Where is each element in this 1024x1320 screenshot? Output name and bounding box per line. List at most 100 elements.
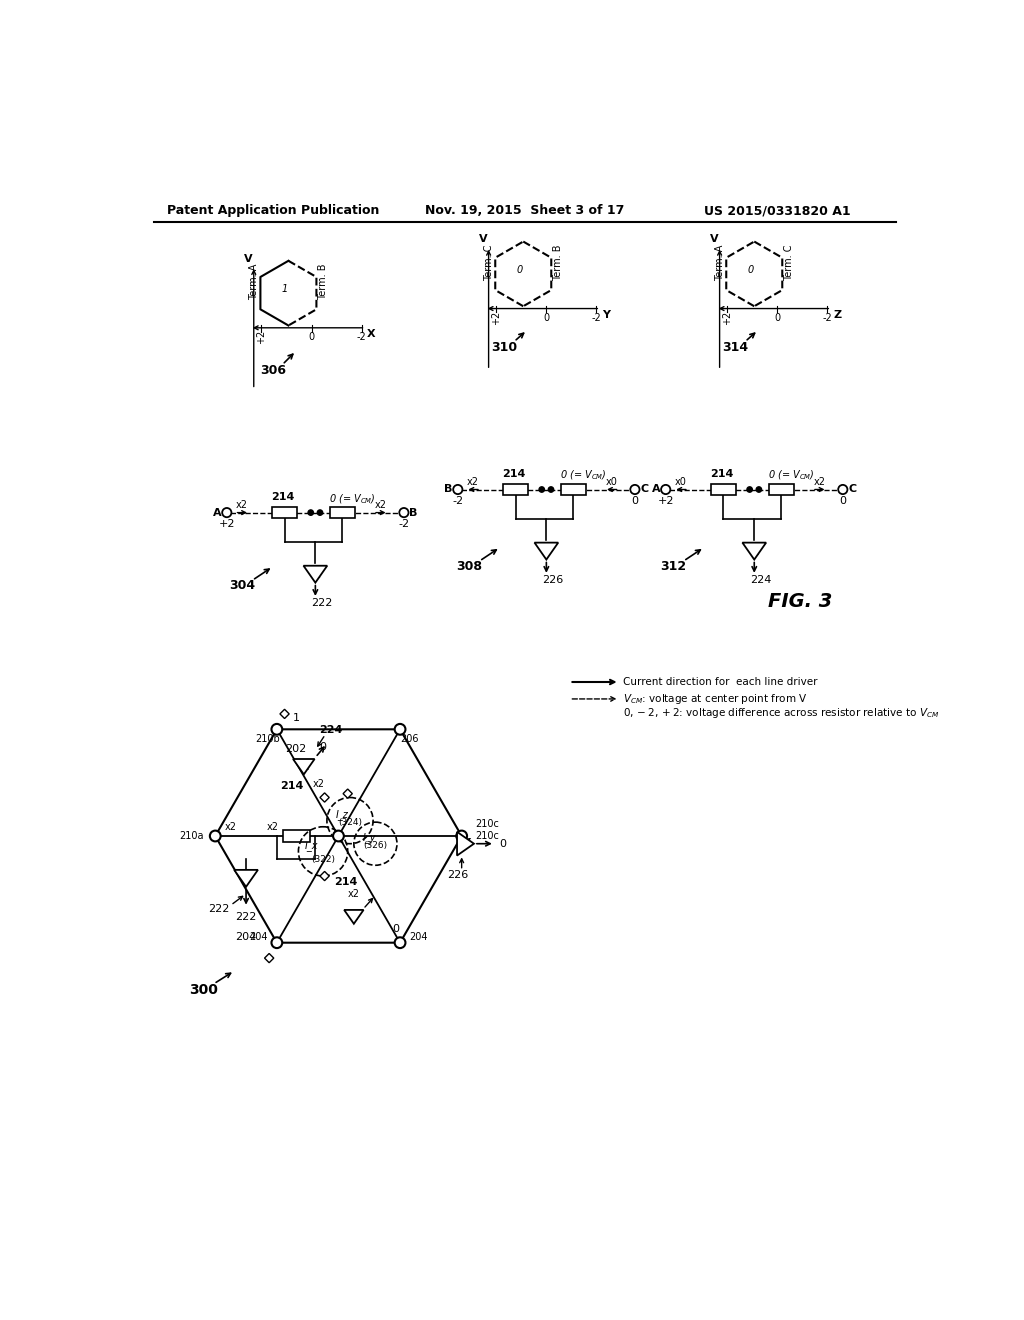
Text: A: A: [651, 484, 660, 495]
Circle shape: [631, 484, 640, 494]
Text: 306: 306: [260, 363, 286, 376]
Text: R: R: [511, 484, 520, 495]
Text: I_z: I_z: [336, 809, 349, 820]
Text: 214: 214: [711, 469, 733, 479]
Text: 204: 204: [410, 932, 428, 941]
Text: 312: 312: [660, 560, 686, 573]
Circle shape: [394, 723, 406, 735]
Text: 314: 314: [722, 341, 749, 354]
Text: -2: -2: [398, 519, 410, 529]
Text: -2: -2: [822, 313, 833, 323]
Polygon shape: [457, 832, 474, 855]
Text: 204: 204: [249, 932, 267, 941]
Text: C: C: [848, 484, 856, 495]
Circle shape: [210, 830, 220, 841]
Text: x2: x2: [467, 477, 479, 487]
Text: 0: 0: [393, 924, 399, 933]
Polygon shape: [303, 566, 328, 582]
Bar: [711, 484, 736, 495]
Text: Y: Y: [542, 545, 551, 557]
Text: $0, -2, +2$: voltage difference across resistor relative to $V_{CM}$: $0, -2, +2$: voltage difference across r…: [624, 706, 940, 719]
Text: R: R: [338, 508, 346, 517]
Text: x2: x2: [375, 500, 387, 510]
Bar: [283, 830, 309, 842]
Bar: [503, 484, 528, 495]
Circle shape: [317, 510, 323, 515]
Text: Term. B: Term. B: [553, 244, 563, 281]
Text: x2: x2: [267, 822, 279, 832]
Text: 1: 1: [282, 284, 288, 294]
Polygon shape: [319, 793, 330, 803]
Circle shape: [839, 484, 848, 494]
Text: 0: 0: [499, 838, 506, 849]
Text: V: V: [710, 234, 719, 244]
Polygon shape: [344, 909, 364, 924]
Circle shape: [756, 487, 762, 492]
Text: +2: +2: [492, 310, 502, 325]
Circle shape: [399, 508, 409, 517]
Text: Y: Y: [461, 837, 470, 850]
Text: 222: 222: [311, 598, 332, 609]
Text: x2: x2: [814, 477, 825, 487]
Text: Nov. 19, 2015  Sheet 3 of 17: Nov. 19, 2015 Sheet 3 of 17: [425, 205, 625, 218]
Bar: [330, 507, 354, 517]
Text: +2: +2: [657, 496, 674, 506]
Bar: [561, 484, 586, 495]
Text: V: V: [479, 234, 487, 244]
Polygon shape: [535, 543, 558, 560]
Text: -2: -2: [356, 333, 367, 342]
Text: R: R: [777, 484, 785, 495]
Text: 1: 1: [293, 713, 300, 723]
Polygon shape: [234, 870, 258, 887]
Circle shape: [746, 487, 753, 492]
Text: Y: Y: [602, 310, 610, 319]
Text: Current direction for  each line driver: Current direction for each line driver: [624, 677, 818, 686]
Text: A: A: [213, 508, 221, 517]
Text: Z: Z: [750, 545, 759, 557]
Text: 0: 0: [748, 265, 754, 275]
Bar: [769, 484, 794, 495]
Text: 210a: 210a: [179, 832, 204, 841]
Text: B: B: [444, 484, 453, 495]
Text: 224: 224: [319, 725, 342, 735]
Text: Term. C: Term. C: [483, 244, 494, 281]
Text: 214: 214: [271, 492, 295, 502]
Bar: [272, 507, 297, 517]
Text: 300: 300: [189, 983, 218, 997]
Text: Term. A: Term. A: [249, 264, 259, 300]
Circle shape: [454, 484, 463, 494]
Text: x2: x2: [237, 500, 248, 510]
Text: Z: Z: [350, 912, 358, 921]
Circle shape: [548, 487, 554, 492]
Circle shape: [333, 830, 344, 841]
Text: 210b: 210b: [255, 734, 280, 743]
Text: X: X: [368, 329, 376, 339]
Text: 224: 224: [750, 576, 771, 585]
Circle shape: [662, 484, 671, 494]
Text: R: R: [291, 829, 301, 842]
Polygon shape: [293, 759, 314, 775]
Text: 206: 206: [400, 734, 419, 743]
Text: 0: 0: [632, 496, 638, 506]
Polygon shape: [264, 953, 273, 962]
Polygon shape: [319, 871, 330, 880]
Text: +2: +2: [722, 310, 732, 325]
Text: V: V: [244, 253, 253, 264]
Text: R: R: [569, 484, 578, 495]
Text: Z: Z: [299, 760, 308, 774]
Text: X: X: [310, 568, 321, 581]
Text: 0: 0: [308, 333, 314, 342]
Text: x0: x0: [675, 477, 687, 487]
Text: 214: 214: [335, 878, 357, 887]
Text: -2: -2: [592, 313, 601, 323]
Circle shape: [222, 508, 231, 517]
Text: 210c: 210c: [475, 820, 500, 829]
Text: Z: Z: [834, 310, 842, 319]
Text: 0: 0: [319, 742, 327, 752]
Text: 226: 226: [542, 576, 563, 585]
Circle shape: [271, 723, 283, 735]
Text: X: X: [242, 871, 251, 884]
Text: 214: 214: [503, 469, 525, 479]
Text: 0 (= $V_{CM}$): 0 (= $V_{CM}$): [330, 492, 376, 506]
Text: 226: 226: [447, 870, 468, 879]
